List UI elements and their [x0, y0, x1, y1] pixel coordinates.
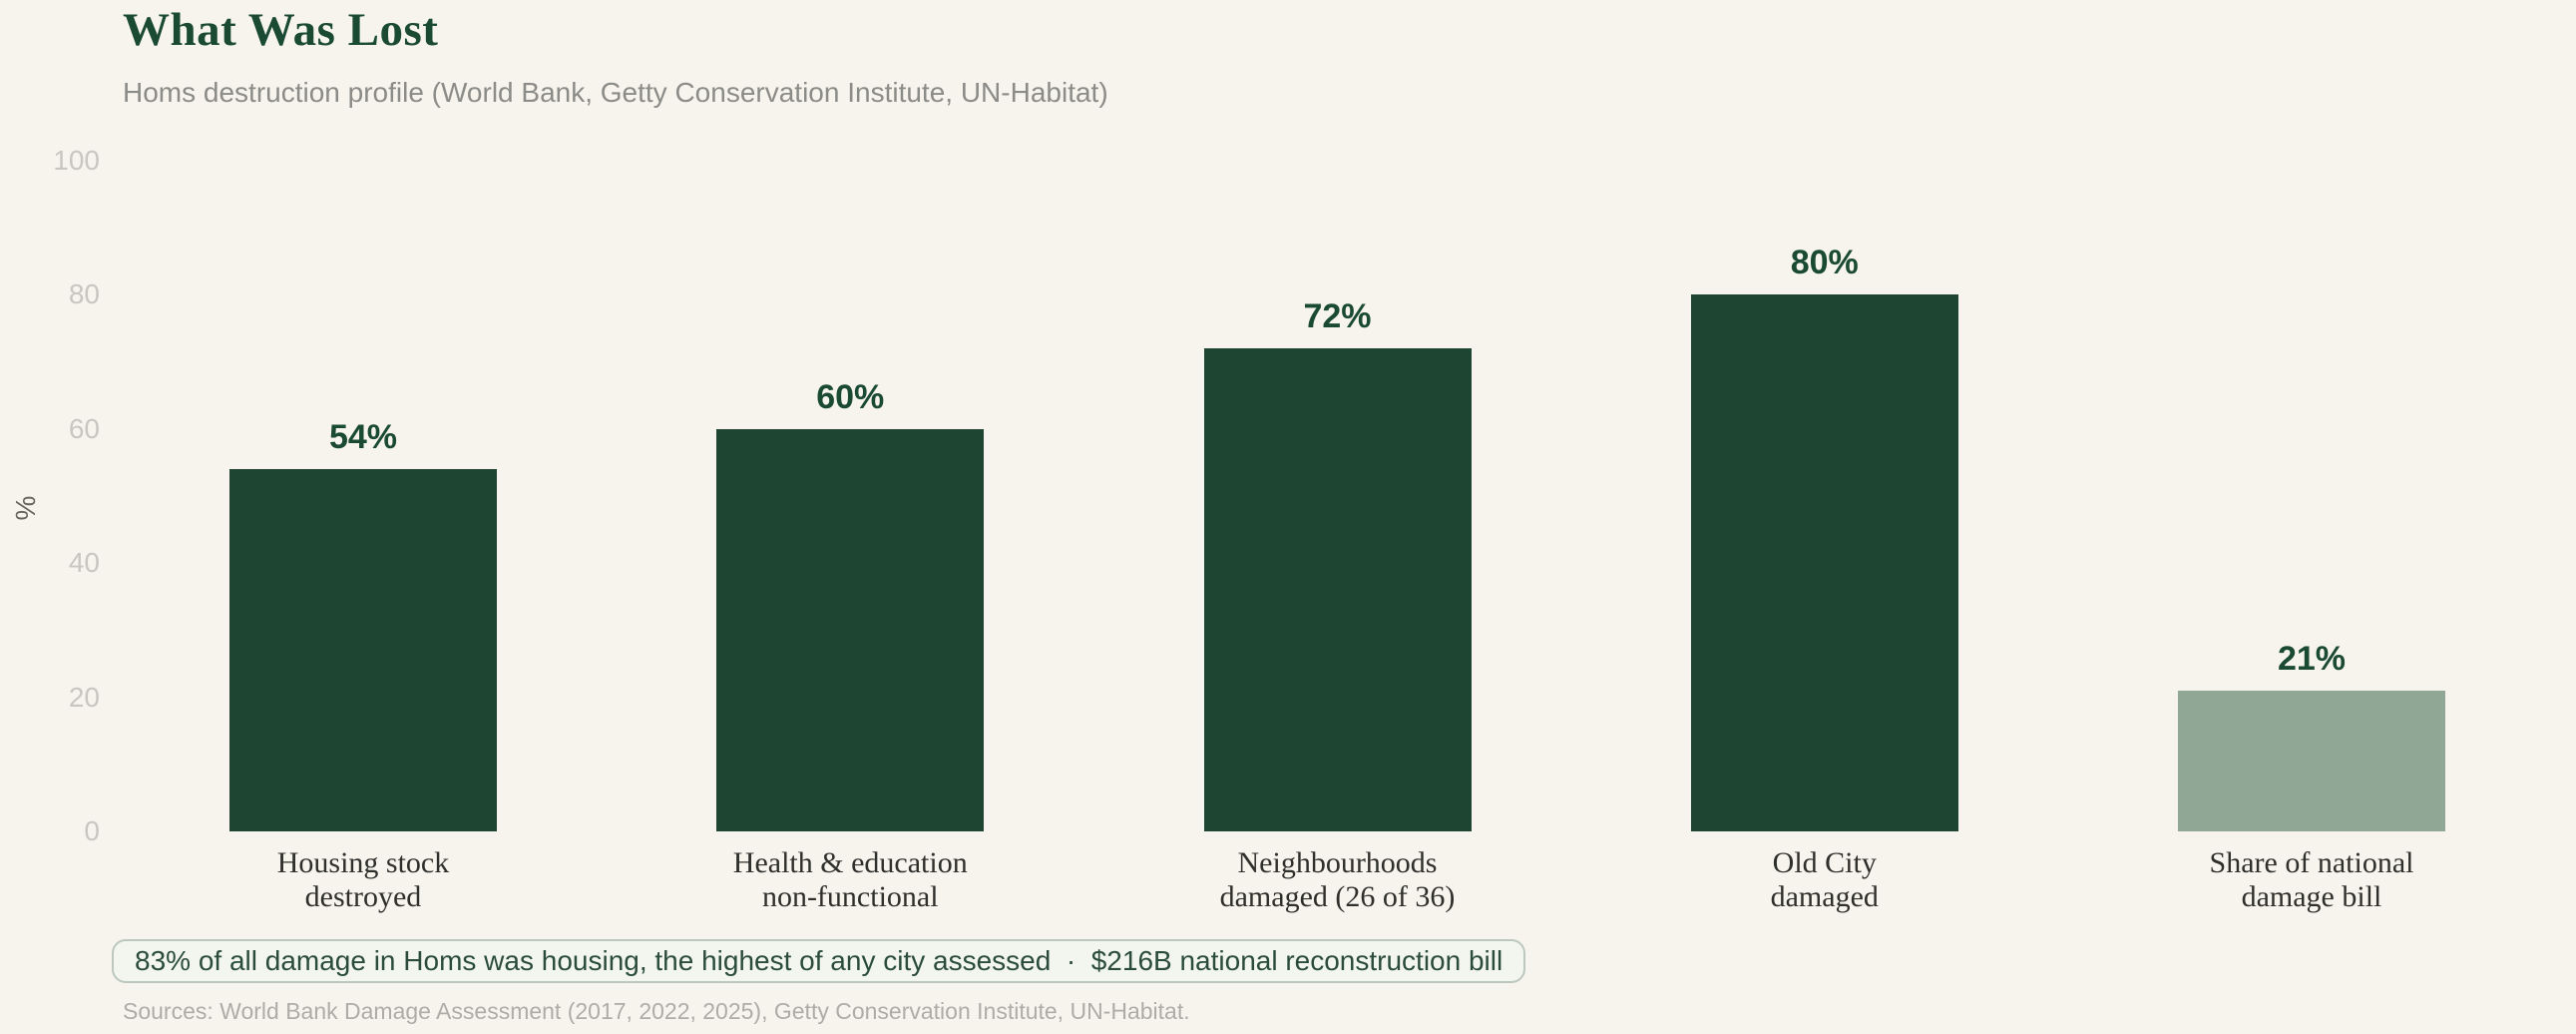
bar-value-label: 21% [2277, 639, 2347, 678]
bar-value-label: 72% [1303, 297, 1372, 336]
chart-title: What Was Lost [123, 4, 439, 56]
bar-category-label: Old City damaged [1770, 846, 1879, 913]
annotation-box: 83% of all damage in Homs was housing, t… [112, 939, 1526, 983]
chart-subtitle: Homs destruction profile (World Bank, Ge… [123, 77, 1108, 108]
bar-category-label: Health & education non-functional [732, 846, 968, 913]
bar-2 [716, 428, 985, 831]
bar-category-label: Housing stock destroyed [276, 846, 450, 913]
sources-note: Sources: World Bank Damage Assessment (2… [123, 998, 1190, 1024]
bar-1 [229, 469, 497, 831]
y-tick-label: 0 [84, 815, 100, 846]
bar-5 [2178, 690, 2445, 831]
y-tick-label: 60 [68, 412, 100, 444]
bar-3 [1203, 348, 1472, 831]
y-tick-label: 20 [68, 681, 100, 713]
bar-category-label: Neighbourhoods damaged (26 of 36) [1219, 846, 1456, 913]
bar-4 [1690, 294, 1958, 831]
y-tick-label: 80 [68, 278, 100, 310]
bar-value-label: 54% [328, 418, 398, 457]
bar-value-label: 80% [1790, 244, 1859, 282]
y-tick-label: 40 [68, 547, 100, 579]
bar-category-label: Share of national damage bill [2209, 846, 2414, 913]
y-axis-title: % [10, 495, 41, 521]
y-tick-label: 100 [53, 145, 100, 176]
annotation-text: 83% of all damage in Homs was housing, t… [135, 945, 1503, 976]
bar-value-label: 60% [816, 377, 885, 416]
